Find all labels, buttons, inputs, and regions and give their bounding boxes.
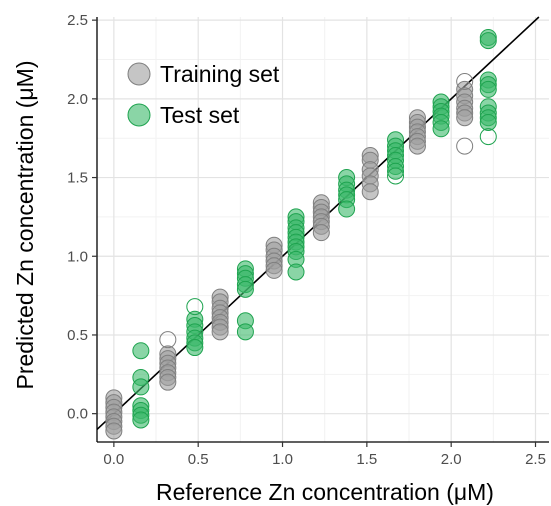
legend: Training set Test set: [127, 61, 280, 128]
x-tick-label: 1.5: [356, 451, 377, 468]
data-point: [105, 422, 123, 440]
data-point: [361, 183, 379, 201]
legend-label-training: Training set: [160, 61, 280, 87]
y-axis-title: Predicted Zn concentration (μM): [12, 61, 38, 390]
y-tick-label: 2.0: [67, 91, 88, 108]
data-point: [186, 339, 204, 357]
data-point: [132, 378, 150, 396]
data-point: [236, 323, 254, 341]
x-tick-label: 0.5: [188, 451, 209, 468]
data-point: [312, 224, 330, 242]
data-point: [338, 200, 356, 218]
axes: 0.0 0.5 1.0 1.5 2.0 2.5 0.0 0.5 1.0 1.5 2.0 2.5: [67, 12, 549, 468]
x-tick-label: 0.0: [103, 451, 124, 468]
x-tick-label: 2.0: [441, 451, 462, 468]
y-tick-label: 0.0: [67, 406, 88, 423]
points-layer: [105, 28, 497, 440]
data-point: [265, 261, 283, 279]
data-point: [159, 373, 177, 391]
data-point-open: [159, 331, 177, 349]
data-point: [236, 280, 254, 298]
data-point: [287, 263, 305, 281]
y-tick-label: 2.5: [67, 12, 88, 29]
data-point-open: [479, 128, 497, 146]
data-point-open: [456, 73, 474, 91]
x-tick-label: 1.0: [272, 451, 293, 468]
data-point: [479, 32, 497, 50]
legend-label-test: Test set: [160, 102, 240, 128]
legend-swatch-test: [127, 103, 151, 127]
y-tick-label: 0.5: [67, 327, 88, 344]
x-tick-label: 2.5: [525, 451, 546, 468]
data-point: [387, 162, 405, 180]
series-test: [132, 28, 497, 429]
data-point: [479, 80, 497, 98]
legend-swatch-training: [127, 62, 151, 86]
data-point: [132, 411, 150, 429]
data-point-open: [186, 298, 204, 316]
data-point: [132, 342, 150, 360]
data-point-open: [456, 137, 474, 155]
series-training: [105, 73, 474, 440]
y-tick-label: 1.0: [67, 248, 88, 265]
data-point-open: [387, 167, 405, 185]
data-point: [456, 109, 474, 127]
data-point: [432, 120, 450, 138]
y-tick-label: 1.5: [67, 170, 88, 187]
data-point: [211, 323, 229, 341]
data-point: [479, 113, 497, 131]
x-axis-title: Reference Zn concentration (μM): [156, 479, 494, 505]
data-point: [408, 137, 426, 155]
